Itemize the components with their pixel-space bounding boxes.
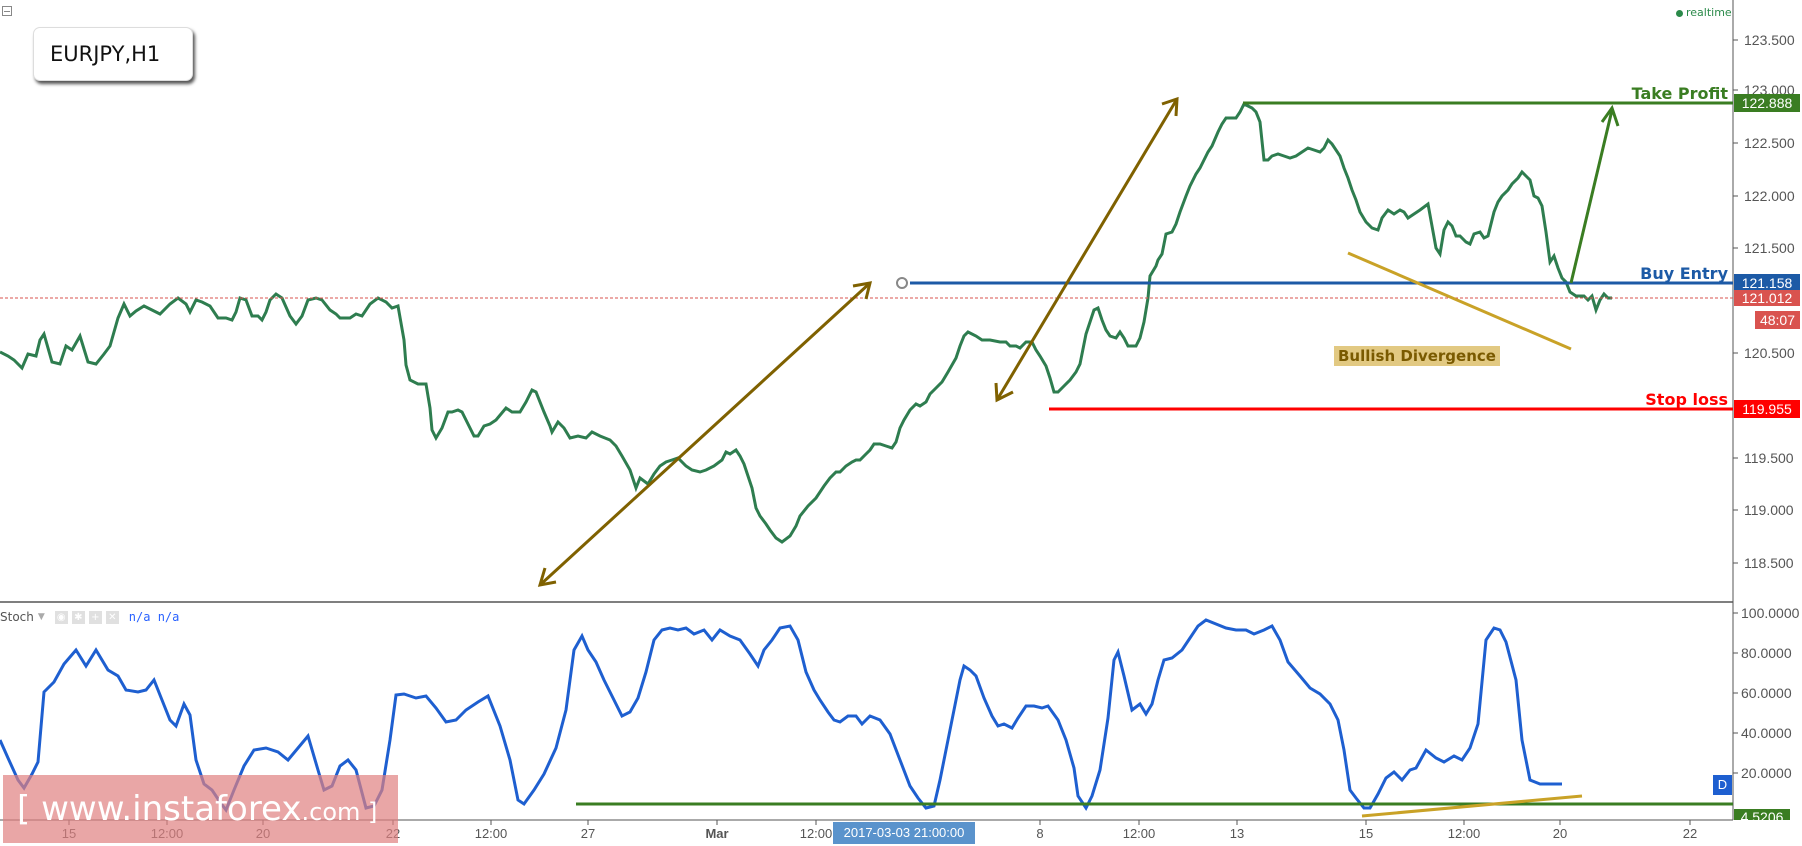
take-profit-price-tag: 122.888 — [1734, 94, 1800, 112]
indicator-name[interactable]: Stoch — [0, 610, 34, 624]
price-tick: 122.500 — [1744, 135, 1795, 151]
stoch-divergence-line[interactable] — [1361, 794, 1583, 818]
target-arrow[interactable] — [1569, 104, 1620, 284]
trend-arrow-2[interactable] — [994, 96, 1179, 403]
symbol-text: EURJPY,H1 — [50, 42, 161, 66]
live-dot-icon — [1676, 9, 1683, 17]
buy-entry-price-tag: 121.158 — [1734, 274, 1800, 292]
price-divergence-line[interactable] — [1347, 251, 1572, 351]
indicator-d-badge[interactable]: D — [1713, 775, 1732, 795]
buy-entry-label: Buy Entry — [1640, 264, 1728, 283]
realtime-status: realtime — [1676, 6, 1732, 19]
price-tick: 120.500 — [1744, 345, 1795, 361]
time-tick: Mar — [705, 826, 729, 841]
time-tick: 20 — [1552, 826, 1568, 841]
time-tick: 13 — [1229, 826, 1245, 841]
time-tick: 8 — [1036, 826, 1044, 841]
time-tick: 12:00 — [799, 826, 833, 841]
take-profit-label: Take Profit — [1631, 84, 1728, 103]
price-tick: 123.500 — [1744, 32, 1795, 48]
price-tick: 121.500 — [1744, 240, 1795, 256]
time-tick: 15 — [1358, 826, 1374, 841]
stop-loss-label: Stop loss — [1645, 390, 1728, 409]
time-tick: 22 — [1682, 826, 1698, 841]
realtime-text: realtime — [1686, 6, 1732, 19]
stoch-level-tag: 4.5206 — [1734, 809, 1790, 820]
visibility-eye-icon[interactable]: ◉ — [54, 610, 68, 624]
settings-gear-icon[interactable]: ✱ — [71, 610, 85, 624]
time-tick: 12:00 — [1122, 826, 1156, 841]
price-tick: 119.000 — [1744, 502, 1794, 518]
price-tick: 118.500 — [1744, 555, 1794, 571]
indicator-header: Stoch ▼ ◉ ✱ + ✕ n/a n/a — [0, 610, 179, 624]
bar-countdown: 48:07 — [1755, 311, 1800, 329]
indicator-values: n/a n/a — [128, 610, 180, 624]
add-plus-icon[interactable]: + — [88, 610, 102, 624]
watermark: [ www.instaforex.com ] — [3, 775, 398, 843]
stoch-tick: 20.0000 — [1741, 765, 1792, 781]
trend-arrow-1[interactable] — [537, 281, 873, 587]
stoch-line — [0, 618, 1562, 814]
price-tick: 119.500 — [1744, 450, 1794, 466]
watermark-text: [ www.instaforex — [17, 789, 302, 829]
symbol-label: EURJPY,H1 — [33, 27, 193, 81]
remove-close-icon[interactable]: ✕ — [105, 610, 119, 624]
price-series — [0, 101, 1612, 544]
stoch-tick: 80.0000 — [1741, 645, 1792, 661]
stoch-tick: 40.0000 — [1741, 725, 1792, 741]
time-tick: 12:00 — [1447, 826, 1481, 841]
price-axis-ticks — [1733, 39, 1738, 774]
time-tick: 27 — [580, 826, 596, 841]
current-price-tag: 121.012 — [1734, 290, 1800, 306]
watermark-suffix: .com ] — [301, 798, 378, 826]
stop-loss-price-tag: 119.955 — [1734, 400, 1800, 418]
indicator-menu-chevron-icon[interactable]: ▼ — [37, 612, 45, 622]
divergence-label: Bullish Divergence — [1334, 346, 1500, 366]
price-tick: 122.000 — [1744, 188, 1795, 204]
stoch-tick: 100.0000 — [1741, 605, 1800, 621]
crosshair-date-label: 2017-03-03 21:00:00 — [833, 822, 975, 844]
collapse-icon[interactable] — [2, 6, 12, 16]
stoch-tick: 60.0000 — [1741, 685, 1792, 701]
time-tick: 12:00 — [474, 826, 508, 841]
line-anchor-handle[interactable] — [896, 277, 908, 289]
